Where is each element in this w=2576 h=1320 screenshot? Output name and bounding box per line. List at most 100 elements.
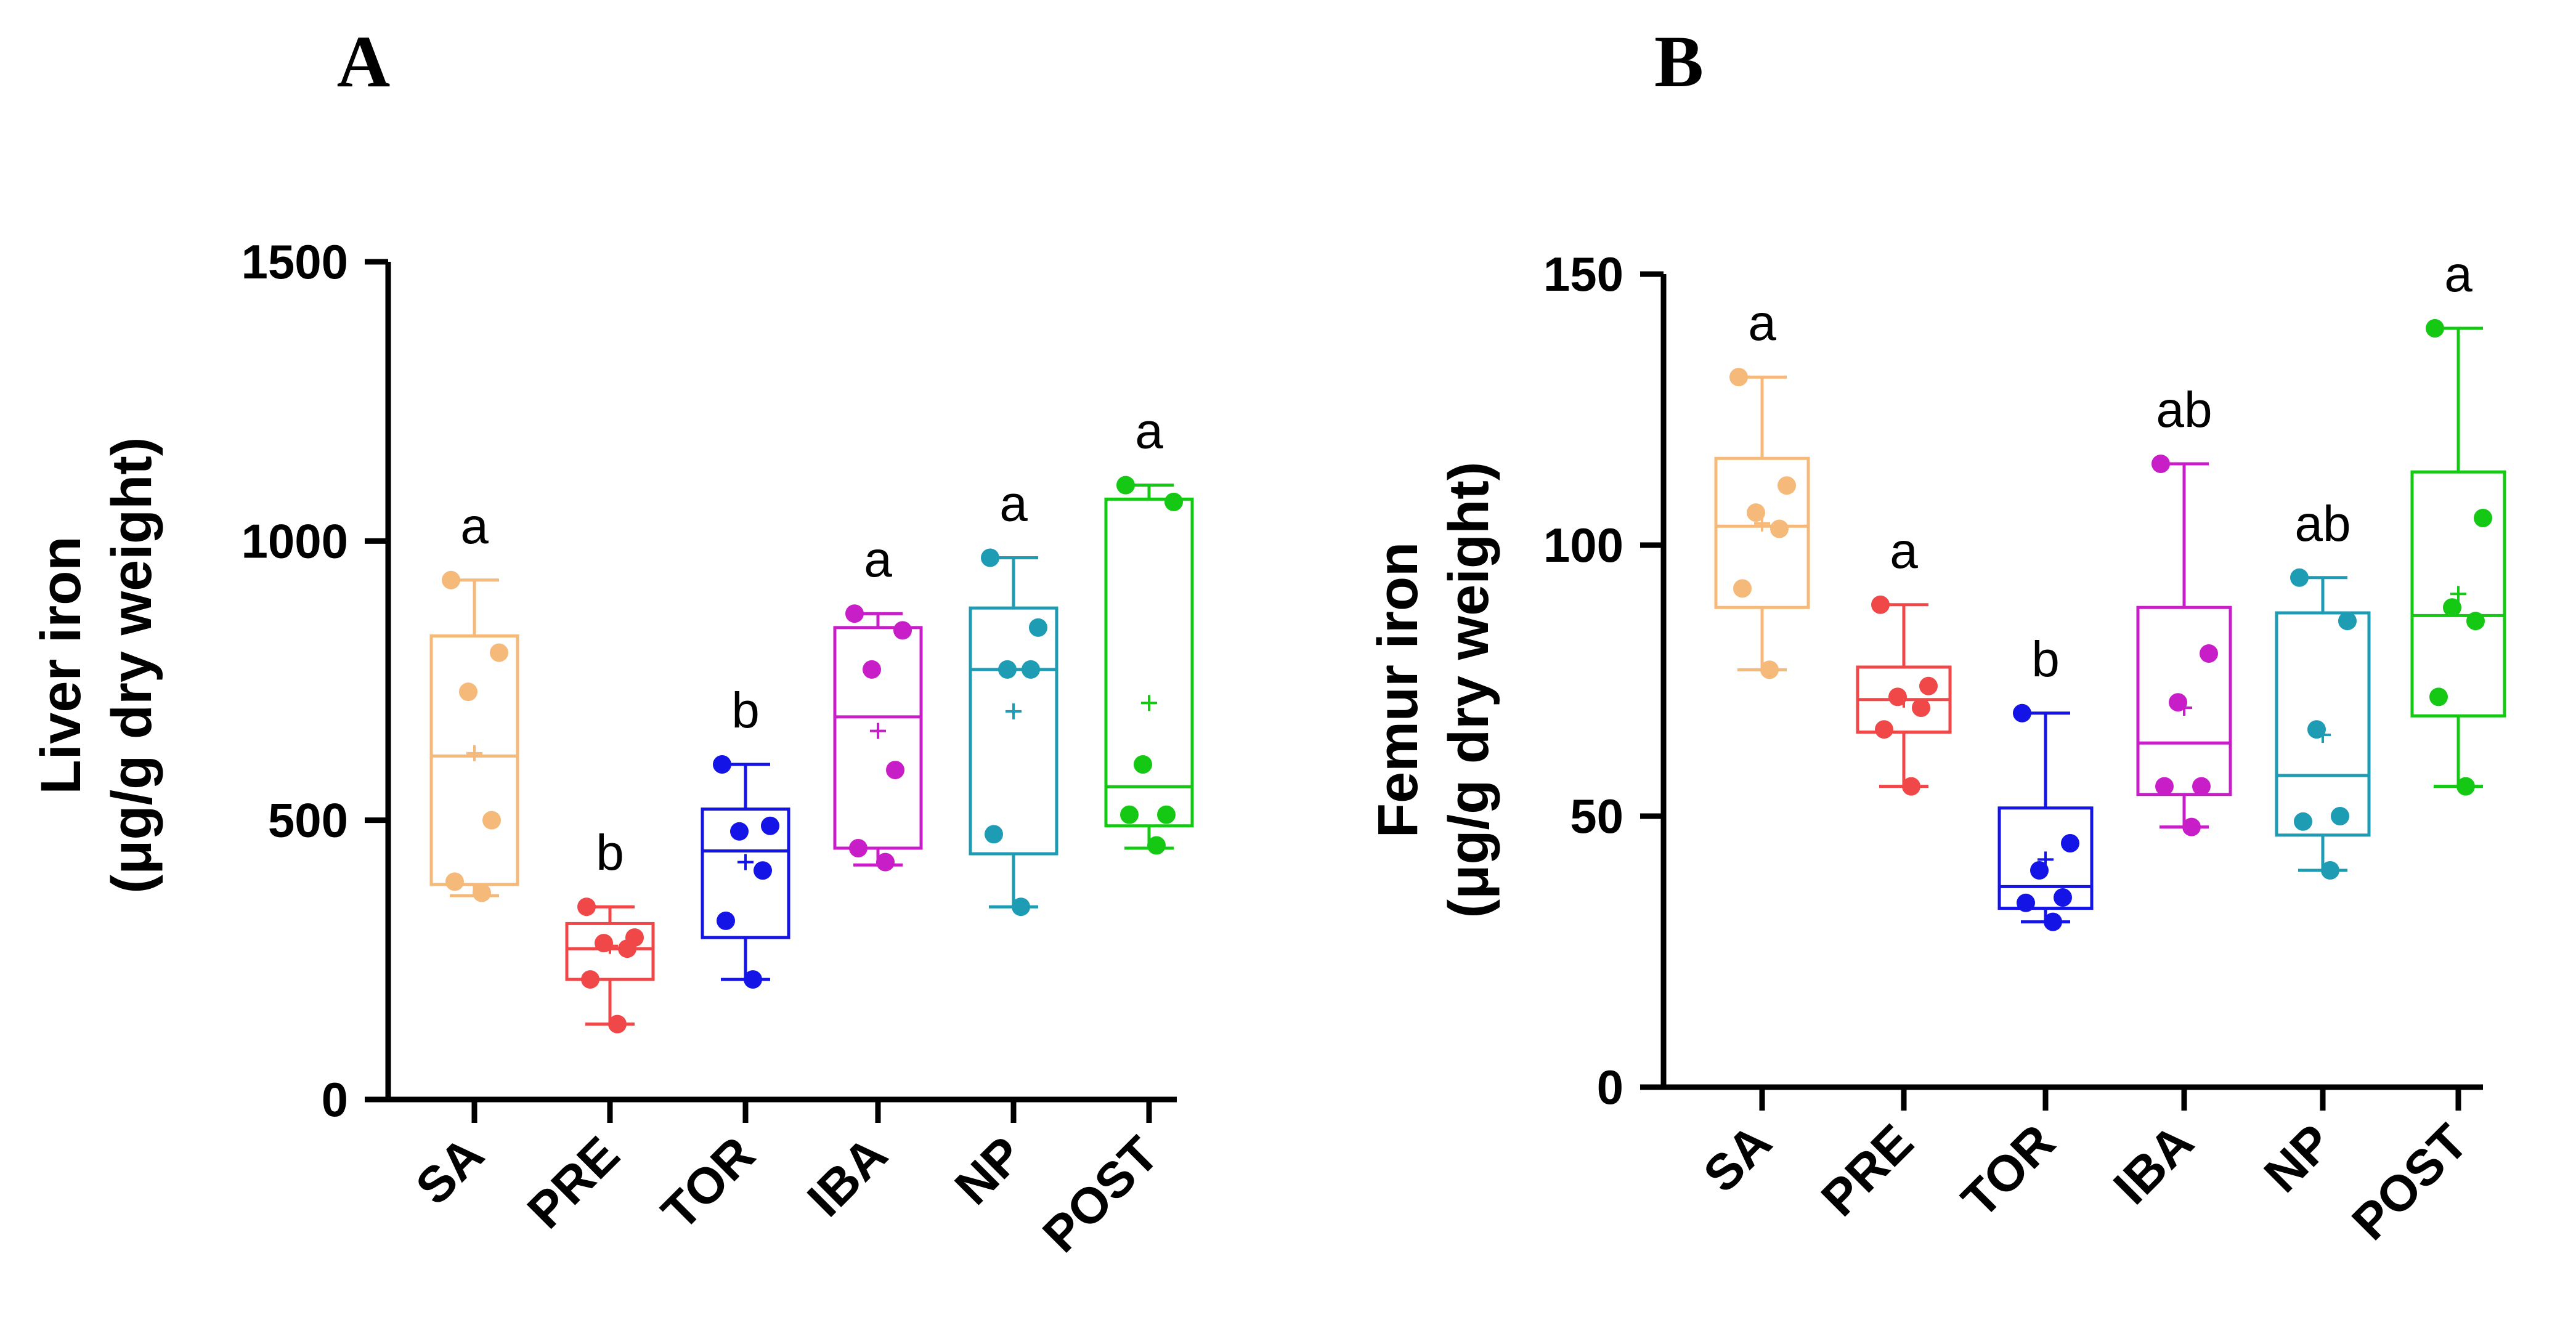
data-point (876, 852, 895, 872)
y-tick-label: 0 (1597, 1060, 1623, 1114)
data-point (1012, 897, 1030, 917)
data-point (717, 911, 735, 930)
significance-letter: a (1748, 295, 1776, 351)
significance-letter: ab (2156, 382, 2212, 438)
data-point (2466, 612, 2485, 631)
data-point (1729, 368, 1748, 387)
data-point (2192, 777, 2211, 796)
box-iqr (1714, 456, 1810, 609)
data-point (886, 761, 904, 780)
box-group-np: NP a (945, 476, 1058, 1215)
data-point (2321, 861, 2339, 880)
box-iqr (565, 921, 655, 981)
box-iqr (833, 626, 923, 850)
box-iqr (1104, 497, 1194, 828)
data-point (1770, 519, 1789, 538)
y-axis-title-line1: Femur iron (1367, 542, 1429, 838)
panel-b: B 0 50 100 150 Femur iron (μg/g dry weight) SA a… (1367, 20, 2506, 1251)
data-point (473, 883, 491, 902)
box-iqr (701, 808, 790, 939)
data-point (1919, 676, 1938, 695)
data-point (1747, 503, 1765, 522)
data-point (1902, 777, 1920, 796)
box-group-np: NP ab (2254, 496, 2371, 1203)
box-iqr (2136, 605, 2232, 796)
data-point (730, 822, 749, 841)
box-group-iba: IBA a (797, 532, 923, 1228)
data-point (2338, 612, 2357, 631)
data-point (595, 934, 613, 953)
panel-label: B (1654, 20, 1704, 102)
data-point (2054, 888, 2072, 907)
data-point (2426, 319, 2444, 338)
significance-letter: b (596, 825, 624, 881)
x-category-label: PRE (1811, 1114, 1924, 1227)
data-point (2061, 834, 2079, 852)
box-group-pre: PRE b (517, 825, 655, 1239)
data-point (1147, 836, 1166, 855)
box-iqr (2410, 470, 2506, 718)
data-point (744, 970, 762, 989)
box-group-iba: IBA ab (2103, 382, 2232, 1215)
data-point (2200, 644, 2218, 663)
x-category-label: PRE (517, 1126, 630, 1239)
significance-letter: a (460, 498, 489, 554)
y-tick-label: 0 (322, 1072, 348, 1127)
box-group-sa: SA a (1693, 295, 1810, 1203)
y-tick-label: 1500 (241, 235, 348, 289)
x-category-label: SA (1693, 1114, 1782, 1203)
box-group-tor: TOR b (651, 682, 790, 1241)
data-point (1022, 660, 1040, 679)
x-category-label: TOR (1951, 1114, 2066, 1228)
box-iqr (969, 606, 1058, 856)
data-point (442, 570, 460, 589)
data-point (845, 604, 864, 623)
significance-letter: a (1135, 403, 1163, 460)
y-axis-title-line2: (μg/g dry weight) (1437, 461, 1500, 918)
data-point (482, 811, 501, 830)
data-point (2290, 568, 2309, 587)
y-tick-label: 500 (268, 793, 348, 848)
x-category-label: POST (2342, 1114, 2479, 1250)
panel-label: A (337, 20, 391, 102)
data-point (2155, 777, 2174, 796)
data-point (2474, 509, 2492, 527)
data-point (1888, 687, 1907, 707)
x-category-label: POST (1033, 1126, 1169, 1263)
data-point (2151, 455, 2170, 473)
data-point (998, 660, 1017, 679)
data-point (1875, 720, 1893, 739)
data-point (577, 897, 596, 917)
data-point (2044, 912, 2062, 931)
significance-letter: b (731, 682, 760, 739)
x-category-label: NP (2254, 1114, 2343, 1203)
data-point (2182, 817, 2201, 836)
y-axis-title-line2: (μg/g dry weight) (100, 437, 163, 893)
data-point (849, 839, 867, 857)
x-category-label: TOR (651, 1126, 766, 1241)
box-iqr (429, 634, 519, 886)
data-point (2013, 703, 2031, 723)
data-point (893, 621, 912, 640)
data-point (1778, 476, 1796, 495)
significance-letter: a (1890, 523, 1918, 579)
x-category-label: SA (405, 1126, 495, 1215)
data-point (863, 660, 881, 679)
significance-letter: b (2031, 631, 2060, 687)
x-category-label: IBA (797, 1126, 898, 1227)
data-point (1157, 805, 1176, 824)
data-point (1029, 618, 1047, 637)
data-point (1134, 755, 1152, 774)
box-group-post: POST a (2342, 246, 2506, 1251)
box-group-sa: SA a (405, 498, 519, 1215)
data-point (1760, 660, 1779, 679)
data-point (1120, 805, 1139, 824)
y-tick-label: 100 (1543, 518, 1623, 572)
box-group-pre: PRE a (1811, 523, 1952, 1227)
significance-letter: a (864, 532, 892, 588)
data-point (459, 682, 477, 702)
y-tick-label: 150 (1543, 247, 1623, 301)
data-point (1912, 698, 1930, 717)
data-point (608, 1014, 627, 1034)
